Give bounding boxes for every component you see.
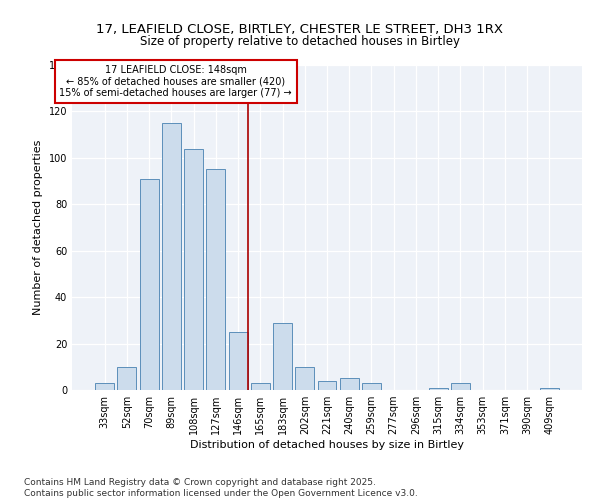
Bar [184,148,203,390]
Bar [340,378,359,390]
Bar [251,383,270,390]
Bar [118,367,136,390]
Bar [140,179,158,390]
Y-axis label: Number of detached properties: Number of detached properties [33,140,43,315]
Bar [206,170,225,390]
Bar [95,383,114,390]
Bar [162,123,181,390]
Bar [317,380,337,390]
Bar [273,322,292,390]
Text: Contains HM Land Registry data © Crown copyright and database right 2025.
Contai: Contains HM Land Registry data © Crown c… [24,478,418,498]
Text: 17 LEAFIELD CLOSE: 148sqm
← 85% of detached houses are smaller (420)
15% of semi: 17 LEAFIELD CLOSE: 148sqm ← 85% of detac… [59,64,292,98]
Bar [295,367,314,390]
Bar [540,388,559,390]
Text: 17, LEAFIELD CLOSE, BIRTLEY, CHESTER LE STREET, DH3 1RX: 17, LEAFIELD CLOSE, BIRTLEY, CHESTER LE … [97,22,503,36]
Text: Size of property relative to detached houses in Birtley: Size of property relative to detached ho… [140,35,460,48]
Bar [429,388,448,390]
X-axis label: Distribution of detached houses by size in Birtley: Distribution of detached houses by size … [190,440,464,450]
Bar [362,383,381,390]
Bar [229,332,248,390]
Bar [451,383,470,390]
